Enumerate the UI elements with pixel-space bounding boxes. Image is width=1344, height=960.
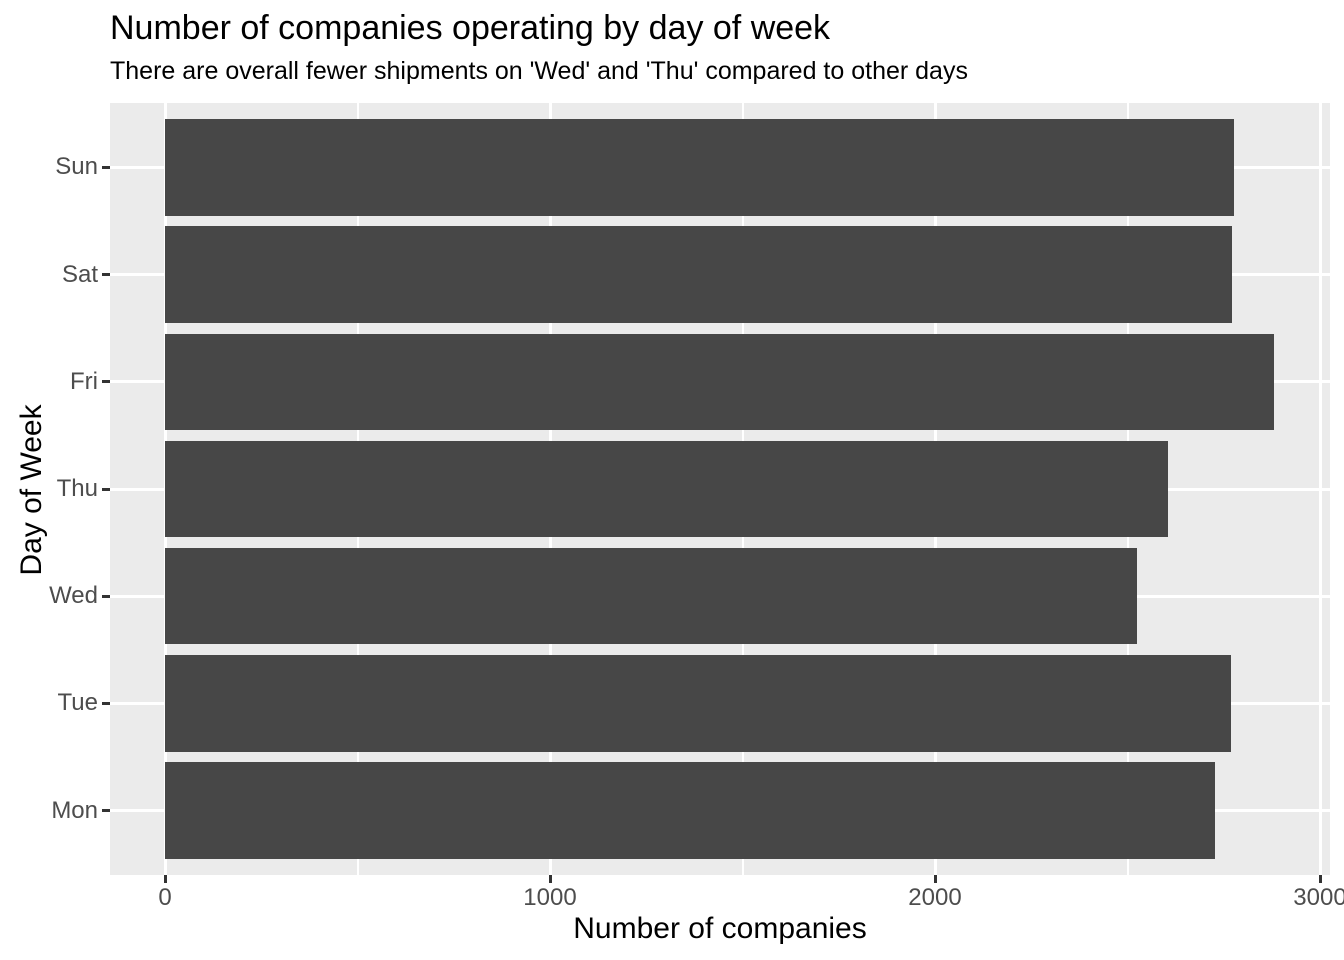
y-tick-fri [102, 380, 110, 384]
y-tick-sun [102, 165, 110, 169]
x-tick-1000 [548, 875, 552, 883]
y-tick-label-thu: Thu [56, 475, 98, 502]
bar-wed [165, 547, 1137, 645]
y-tick-label-wed: Wed [49, 582, 98, 610]
x-tick-0 [163, 875, 167, 883]
x-axis-title: Number of companies [573, 912, 867, 945]
bar-sat [165, 226, 1232, 323]
bar-tue [165, 655, 1232, 752]
y-tick-label-sat: Sat [61, 260, 98, 288]
y-tick-wed [102, 594, 110, 598]
plot-panel [110, 103, 1330, 875]
y-tick-mon [102, 809, 110, 813]
bar-mon [165, 762, 1215, 859]
y-tick-label-sun: Sun [55, 153, 98, 181]
y-tick-label-fri: Fri [70, 367, 98, 395]
x-tick-label-1000: 1000 [523, 884, 577, 911]
bar-fri [165, 333, 1275, 431]
x-tick-label-3000: 3000 [1293, 884, 1344, 911]
y-tick-tue [102, 701, 110, 705]
chart-title: Number of companies operating by day of … [110, 9, 831, 47]
y-tick-label-mon: Mon [51, 796, 98, 824]
chart-subtitle: There are overall fewer shipments on 'We… [110, 57, 968, 85]
bar-thu [165, 440, 1168, 538]
bar-sun [165, 119, 1235, 216]
y-tick-thu [102, 487, 110, 491]
x-tick-3000 [1318, 875, 1322, 883]
y-tick-sat [102, 273, 110, 277]
x-tick-label-2000: 2000 [908, 884, 962, 911]
x-tick-2000 [933, 875, 937, 883]
y-tick-label-tue: Tue [57, 689, 98, 717]
x-tick-label-0: 0 [158, 884, 172, 911]
